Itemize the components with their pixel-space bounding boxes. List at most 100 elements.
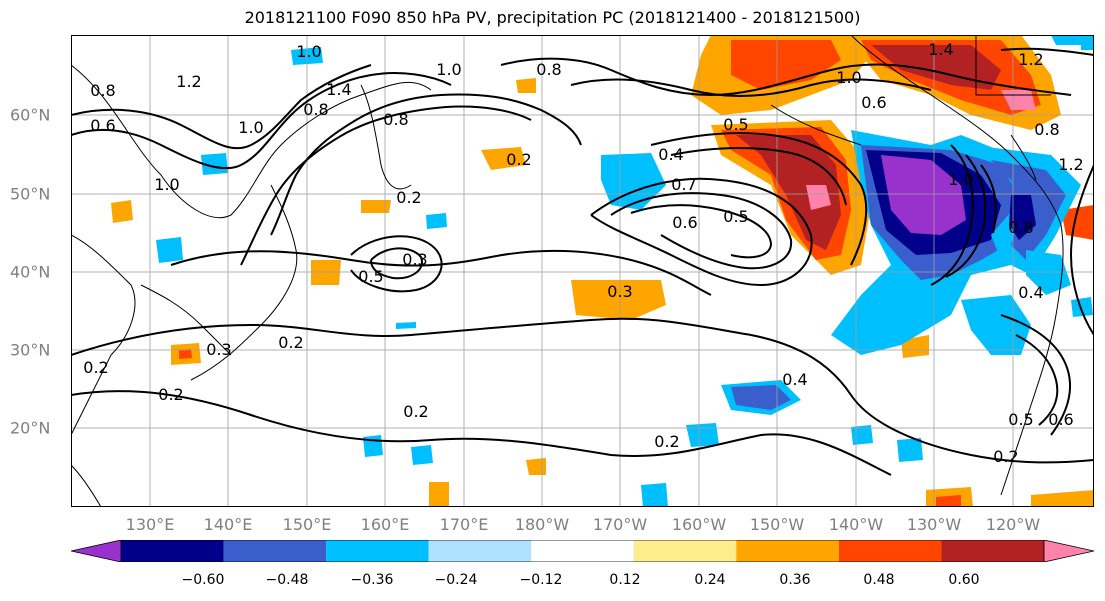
colorbar-tick-label: 0.48 [863, 572, 895, 588]
lon-label: 170°W [592, 515, 648, 534]
contour-label: 0.2 [403, 402, 428, 421]
pc-area [363, 435, 383, 457]
contour-label: 1.0 [836, 68, 861, 87]
colorbar-cell [633, 540, 737, 562]
colorbar-tick-label: −0.48 [265, 572, 309, 588]
contour-label: 0.2 [158, 385, 183, 404]
contour-label: 0.5 [723, 207, 748, 226]
lat-label: 20°N [10, 418, 51, 438]
map-plot: 1.0 1.4 0.8 0.6 1.2 1.0 0.8 0.8 1.0 0.8 … [71, 35, 1094, 507]
contour-label: 0.8 [90, 81, 115, 100]
colorbar-tick-label: 0.12 [609, 572, 641, 588]
graticule [71, 35, 1094, 507]
contour-label: 1.2 [1018, 50, 1043, 69]
lat-label: 40°N [10, 262, 51, 282]
contour-label: 0.2 [993, 447, 1018, 466]
pc-area [1031, 490, 1094, 507]
contour-label: 0.2 [396, 188, 421, 207]
coastlines [71, 35, 1064, 507]
colorbar-cells [71, 540, 1094, 562]
contour-label: 0.2 [278, 333, 303, 352]
contour-label: 1.0 [238, 118, 263, 137]
figure-title: 2018121100 F090 850 hPa PV, precipitatio… [244, 8, 861, 27]
pc-area [731, 385, 791, 410]
contour-label: 0.8 [383, 110, 408, 129]
contour-label: 0.8 [1034, 120, 1059, 139]
contour-label: 1.0 [436, 60, 461, 79]
lon-label: 170°E [439, 515, 489, 534]
colorbar-tick-label: −0.60 [181, 572, 225, 588]
colorbar-cell [326, 540, 429, 562]
lon-label: 120°W [985, 515, 1041, 534]
colorbar [71, 540, 1094, 562]
colorbar-cell [531, 540, 634, 562]
contour-label: 0.4 [1018, 283, 1043, 302]
pc-area [111, 200, 133, 223]
pc-area [516, 78, 536, 93]
pc-area [571, 280, 666, 320]
contour-label: 0.2 [83, 358, 108, 377]
pc-area [897, 438, 923, 462]
pc-area [156, 237, 183, 263]
pc-area [686, 423, 719, 447]
colorbar-cell [838, 540, 942, 562]
contour-label: 1.0 [154, 175, 179, 194]
colorbar-tick-label: 0.60 [948, 572, 980, 588]
contour-label: 0.5 [1008, 410, 1033, 429]
pc-area [411, 445, 433, 465]
contour-label: 1.0 [296, 42, 321, 61]
contour-label: 0.8 [303, 100, 328, 119]
lat-label: 30°N [10, 340, 51, 360]
contour-labels: 1.0 1.4 0.8 0.6 1.2 1.0 0.8 0.8 1.0 0.8 … [83, 40, 1083, 466]
colorbar-extend-high [1043, 540, 1094, 562]
contour-label: 0.4 [782, 370, 807, 389]
lon-label: 150°E [282, 515, 332, 534]
pc-area [429, 482, 449, 507]
pc-area [1061, 205, 1094, 240]
contour-label: 0.3 [402, 250, 427, 269]
colorbar-cell [736, 540, 839, 562]
lon-label: 130°W [906, 515, 962, 534]
pc-area [881, 155, 966, 235]
colorbar-extend-low [71, 540, 122, 562]
colorbar-cell [223, 540, 327, 562]
pc-area [736, 135, 841, 250]
pc-area [526, 458, 546, 475]
lat-label: 50°N [10, 184, 51, 204]
pc-area [179, 349, 192, 359]
contour-label: 1.4 [928, 40, 953, 59]
pc-area [396, 322, 416, 329]
colorbar-tick-label: −0.12 [519, 572, 563, 588]
contour-label: 0.5 [723, 115, 748, 134]
pc-area [1009, 195, 1036, 240]
colorbar-cell [121, 540, 224, 562]
pc-area [201, 153, 228, 175]
lon-label: 140°E [203, 515, 253, 534]
lon-label: 130°E [125, 515, 175, 534]
colorbar-cell [428, 540, 532, 562]
contour-label: 1.0 [948, 170, 973, 189]
pc-area [1071, 297, 1093, 317]
colorbar-tick-label: 0.24 [694, 572, 726, 588]
contour-label: 0.6 [90, 116, 115, 135]
pc-area [1051, 35, 1094, 45]
contour-label: 1.2 [176, 72, 201, 91]
contour-label: 0.8 [1008, 218, 1033, 237]
contour-label: 0.2 [654, 432, 679, 451]
colorbar-cell [941, 540, 1044, 562]
lat-label: 60°N [10, 105, 51, 125]
pc-area [601, 153, 666, 210]
pc-area [426, 213, 447, 229]
contour-label: 0.6 [861, 93, 886, 112]
lon-label: 150°W [749, 515, 805, 534]
colorbar-tick-label: 0.36 [779, 572, 811, 588]
pc-area [641, 483, 668, 507]
pv-contours [71, 47, 1094, 476]
contour-label: 0.7 [671, 175, 696, 194]
contour-label: 0.8 [536, 60, 561, 79]
pc-area [481, 147, 526, 170]
contour-label: 0.6 [672, 213, 697, 232]
colorbar-tick-label: −0.24 [434, 572, 478, 588]
contour-label: 0.6 [1048, 410, 1073, 429]
pc-area [806, 185, 831, 210]
